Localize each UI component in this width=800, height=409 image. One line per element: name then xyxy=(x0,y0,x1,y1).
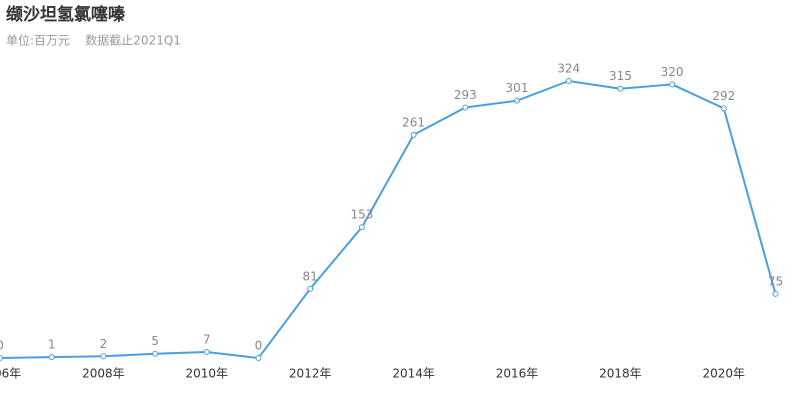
data-label: 153 xyxy=(350,208,373,222)
point xyxy=(410,131,417,138)
point xyxy=(307,285,314,292)
point xyxy=(669,81,676,88)
point xyxy=(48,354,55,361)
chart-subtitle: 单位:百万元 数据截止2021Q1 xyxy=(6,33,181,48)
point xyxy=(255,355,262,361)
x-tick-label: 2010年 xyxy=(186,367,229,381)
x-tick-label: 2012年 xyxy=(289,367,332,381)
data-label: 261 xyxy=(402,115,425,129)
data-label: 324 xyxy=(557,62,580,76)
data-label: 301 xyxy=(506,81,529,95)
x-tick-label: 2016年 xyxy=(496,367,539,381)
chart-title: 缬沙坦氢氯噻嗪 xyxy=(6,4,125,25)
point xyxy=(720,105,727,112)
point xyxy=(617,85,624,92)
point xyxy=(0,355,3,361)
data-label: 81 xyxy=(303,269,318,283)
point xyxy=(565,78,572,84)
data-label: 315 xyxy=(609,69,632,83)
data-label: 2 xyxy=(100,337,108,351)
x-tick-label: 2020年 xyxy=(703,367,746,381)
data-label: 75 xyxy=(768,274,783,288)
x-tick-label: 2006年 xyxy=(0,367,21,381)
line xyxy=(0,79,777,360)
point xyxy=(462,104,469,111)
data-label: 0 xyxy=(0,339,4,353)
x-tick-label: 2014年 xyxy=(392,367,435,381)
data-label: 0 xyxy=(255,339,263,353)
data-label: 320 xyxy=(661,65,684,79)
x-tick-label: 2008年 xyxy=(82,367,125,381)
data-label: 5 xyxy=(151,334,159,348)
point xyxy=(152,350,159,357)
point xyxy=(358,224,365,231)
point xyxy=(514,97,520,104)
x-tick-label: 2018年 xyxy=(599,367,642,381)
data-label: 1 xyxy=(48,338,56,352)
point xyxy=(772,290,779,297)
data-label: 293 xyxy=(454,88,477,102)
point xyxy=(203,349,210,356)
data-label: 292 xyxy=(712,89,735,103)
data-label: 7 xyxy=(203,333,211,347)
point xyxy=(100,353,107,360)
